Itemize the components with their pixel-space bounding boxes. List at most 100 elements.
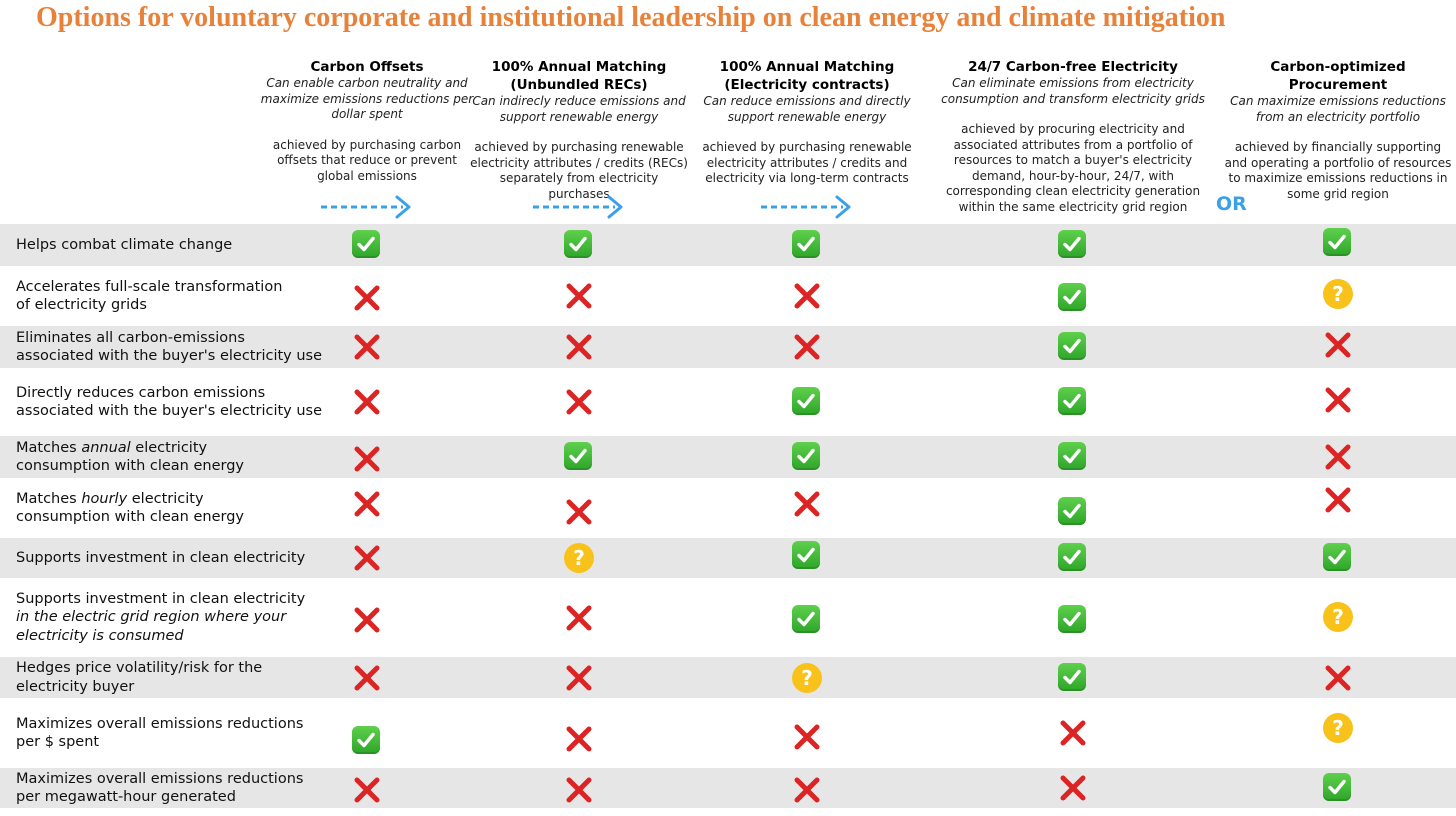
check-icon: [792, 541, 820, 569]
column-name: 100% Annual Matching (Unbundled RECs): [491, 59, 667, 93]
row-label-line: consumption with clean energy: [16, 509, 244, 525]
cross-icon: [564, 281, 594, 316]
column-subtitle: Can indirecly reduce emissions and suppo…: [472, 94, 686, 124]
row-label-line: Supports investment in clean electricity: [16, 549, 306, 566]
cell-24-7-carbon-free-electricity: [1058, 283, 1088, 313]
cross-icon: [1323, 385, 1353, 420]
table-row: Helps combat climate change: [0, 224, 1456, 266]
column-description: achieved by purchasing carbon offsets th…: [272, 137, 462, 183]
cell-24-7-carbon-free-electricity: [1058, 442, 1088, 472]
check-icon: [1058, 604, 1086, 633]
column-name: Carbon Offsets: [310, 59, 424, 75]
cell-carbon-offsets: [352, 726, 382, 756]
cell-carbon-offsets: [352, 283, 382, 313]
cell-annual-matching-electricity-contracts: [792, 775, 822, 805]
check-icon: [792, 604, 820, 633]
cell-annual-matching-unbundled-recs: [564, 775, 594, 805]
cell-carbon-offsets: [352, 387, 382, 417]
row-label-line: in the electric grid region where your: [16, 609, 287, 626]
question-icon: ?: [564, 543, 594, 573]
row-label: Directly reduces carbon emissions associa…: [16, 368, 322, 436]
cell-carbon-optimized-procurement: [1323, 442, 1353, 472]
check-icon: [1058, 332, 1086, 360]
cell-carbon-optimized-procurement: [1323, 663, 1353, 693]
cell-24-7-carbon-free-electricity: [1058, 773, 1088, 803]
column-subtitle: Can enable carbon neutrality and maximiz…: [260, 76, 474, 121]
row-label-line: Accelerates full-scale transformation: [16, 278, 283, 295]
cross-icon: [1323, 663, 1353, 698]
cell-annual-matching-unbundled-recs: [564, 442, 594, 472]
column-name: 24/7 Carbon-free Electricity: [968, 59, 1178, 75]
cross-icon: [1323, 442, 1353, 477]
check-icon: [1058, 283, 1086, 311]
cell-carbon-offsets: [352, 489, 382, 519]
page-title: Options for voluntary corporate and inst…: [36, 2, 1226, 33]
table-row: Maximizes overall emissions reductions pe…: [0, 768, 1456, 808]
dashed-arrow-icon: [759, 194, 855, 220]
column-name: 100% Annual Matching (Electricity contra…: [719, 59, 895, 93]
row-label-line: electricity is consumed: [16, 627, 184, 644]
check-icon: [352, 726, 380, 754]
cell-carbon-offsets: [352, 605, 382, 635]
row-label-line: Maximizes overall emissions reductions: [16, 715, 304, 732]
cross-icon: [352, 332, 382, 367]
cell-carbon-offsets: [352, 230, 382, 260]
check-icon: [1058, 543, 1086, 571]
table-row: Eliminates all carbon-emissions associate…: [0, 326, 1456, 368]
cross-icon: [352, 283, 382, 318]
cell-24-7-carbon-free-electricity: [1058, 497, 1088, 527]
table-row: Supports investment in clean electricity…: [0, 578, 1456, 657]
column-name: Carbon-optimized Procurement: [1270, 59, 1406, 93]
row-label: Helps combat climate change: [16, 224, 232, 266]
check-icon: [1058, 387, 1086, 415]
cell-carbon-optimized-procurement: [1323, 330, 1353, 360]
cell-annual-matching-electricity-contracts: [792, 387, 822, 417]
row-label-part: electricity: [127, 490, 204, 507]
cell-carbon-optimized-procurement: [1323, 385, 1353, 415]
row-label-line: associated with the buyer's electricity …: [16, 403, 323, 419]
row-label-line: Hedges price volatility/risk for the: [16, 660, 263, 676]
cell-annual-matching-electricity-contracts: [792, 230, 822, 260]
cell-annual-matching-electricity-contracts: [792, 332, 822, 362]
cell-24-7-carbon-free-electricity: [1058, 543, 1088, 573]
cross-icon: [352, 444, 382, 479]
question-icon: ?: [1323, 279, 1353, 309]
or-label: OR: [1216, 193, 1247, 215]
cross-icon: [564, 775, 594, 810]
cell-annual-matching-electricity-contracts: [792, 541, 822, 571]
check-icon: [1323, 228, 1351, 256]
row-label-line: electricity buyer: [16, 678, 135, 695]
cross-icon: [352, 605, 382, 640]
column-subtitle: Can reduce emissions and directly suppor…: [703, 94, 911, 124]
cell-annual-matching-unbundled-recs: [564, 724, 594, 754]
cross-icon: [1058, 773, 1088, 808]
column-subtitle: Can eliminate emissions from electricity…: [941, 76, 1205, 106]
row-label: Supports investment in clean electricity…: [16, 578, 305, 657]
dashed-arrow-icon: [319, 194, 415, 220]
cell-carbon-optimized-procurement: ?: [1323, 601, 1353, 632]
cell-annual-matching-unbundled-recs: [564, 387, 594, 417]
cell-carbon-offsets: [352, 543, 382, 573]
cell-carbon-optimized-procurement: ?: [1323, 713, 1353, 743]
dashed-arrow-icon: [531, 194, 627, 220]
cross-icon: [564, 332, 594, 367]
cross-icon: [564, 663, 594, 698]
cell-annual-matching-unbundled-recs: [564, 332, 594, 362]
row-label-line: Directly reduces carbon emissions: [16, 384, 266, 401]
column-description: achieved by purchasing renewable electri…: [702, 140, 912, 185]
question-icon: ?: [1323, 713, 1353, 743]
column-description: achieved by procuring electricity and as…: [945, 122, 1201, 214]
check-icon: [1058, 230, 1086, 258]
row-label-line: Supports investment in clean electricity: [16, 590, 306, 607]
cross-icon: [564, 387, 594, 422]
column-header-carbon-optimized-procurement: Carbon-optimized Procurement Can maximize…: [1223, 58, 1453, 202]
cell-annual-matching-unbundled-recs: [564, 603, 594, 633]
cell-annual-matching-unbundled-recs: [564, 281, 594, 311]
cell-carbon-offsets: [352, 663, 382, 693]
cell-carbon-optimized-procurement: [1323, 485, 1353, 515]
cross-icon: [1058, 718, 1088, 753]
column-description: achieved by purchasing renewable electri…: [470, 140, 688, 201]
table-row: Matches hourly electricity consumption wi…: [0, 478, 1456, 538]
row-label-line: associated with the buyer's electricity …: [16, 348, 323, 364]
cell-annual-matching-electricity-contracts: [792, 281, 822, 311]
